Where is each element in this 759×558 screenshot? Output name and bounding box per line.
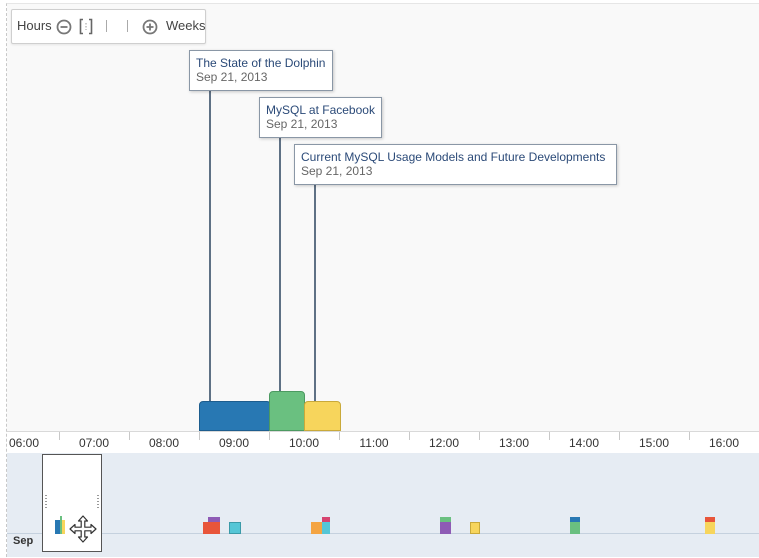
leader-line [314, 184, 316, 401]
axis-label: 11:00 [359, 436, 389, 450]
axis-tick [479, 432, 480, 440]
axis-tick [619, 432, 620, 440]
move-cursor-icon [69, 515, 97, 548]
axis-tick [549, 432, 550, 440]
axis-tick [269, 432, 270, 440]
axis-label: 12:00 [428, 436, 460, 450]
leader-line [279, 137, 281, 391]
overview-marker [440, 522, 451, 534]
overview-marker [570, 517, 580, 522]
axis-tick [409, 432, 410, 440]
axis-label: 15:00 [638, 436, 670, 450]
axis-label: 07:00 [78, 436, 110, 450]
overview-marker [570, 522, 580, 534]
overview-marker [55, 520, 60, 534]
event-date: Sep 21, 2013 [196, 70, 268, 84]
overview-marker [322, 522, 330, 534]
overview-visible-window[interactable] [42, 454, 102, 552]
event-callout-state-of-dolphin[interactable]: The State of the Dolphin Sep 21, 2013 [189, 50, 333, 91]
axis-tick [59, 432, 60, 440]
overview-baseline [7, 533, 759, 534]
event-title[interactable]: Current MySQL Usage Models and Future De… [301, 150, 606, 164]
overview-band[interactable]: Sep [7, 453, 759, 557]
axis-tick [129, 432, 130, 440]
event-bar-mysql-at-facebook[interactable] [269, 391, 305, 431]
event-title[interactable]: The State of the Dolphin [196, 56, 326, 70]
axis-label: 16:00 [708, 436, 740, 450]
zoom-level-divider [127, 20, 129, 32]
overview-month-label: Sep [13, 535, 34, 547]
event-bar-state-of-dolphin[interactable] [199, 401, 271, 431]
window-right-grip[interactable] [97, 495, 99, 509]
event-date: Sep 21, 2013 [301, 164, 373, 178]
time-axis: 06:00 07:00 08:00 09:00 10:00 11:00 12:0… [7, 431, 759, 454]
axis-label: 10:00 [288, 436, 320, 450]
axis-label: 06:00 [8, 436, 40, 450]
timeline-canvas[interactable]: The State of the Dolphin Sep 21, 2013 My… [7, 4, 759, 431]
event-date: Sep 21, 2013 [266, 117, 338, 131]
axis-label: 13:00 [498, 436, 530, 450]
axis-tick [339, 432, 340, 440]
window-left-grip[interactable] [45, 495, 47, 509]
zoom-weeks-label[interactable]: Weeks [166, 18, 206, 33]
event-title[interactable]: MySQL at Facebook [266, 103, 375, 117]
leader-line [209, 90, 211, 402]
axis-label: 08:00 [148, 436, 180, 450]
overview-marker [208, 517, 220, 522]
overview-marker [229, 522, 241, 534]
minus-circle-icon[interactable] [56, 19, 72, 35]
zoom-level-divider [106, 20, 108, 32]
axis-tick [199, 432, 200, 440]
overview-marker [322, 517, 330, 522]
overview-marker [705, 517, 715, 522]
zoom-hours-label[interactable]: Hours [17, 18, 52, 33]
overview-marker [440, 517, 451, 522]
axis-tick [689, 432, 690, 440]
timeline[interactable]: The State of the Dolphin Sep 21, 2013 My… [6, 3, 759, 557]
zoom-control: Hours Weeks [11, 9, 206, 44]
overview-marker [203, 522, 220, 534]
plus-circle-icon[interactable] [142, 19, 158, 35]
axis-label: 14:00 [568, 436, 600, 450]
axis-label: 09:00 [218, 436, 250, 450]
overview-marker [470, 522, 480, 534]
overview-marker [60, 516, 62, 534]
overview-marker [311, 522, 322, 534]
bracket-fit-icon[interactable] [79, 18, 93, 35]
event-bar-mysql-usage-models[interactable] [304, 401, 341, 431]
event-callout-mysql-usage-models[interactable]: Current MySQL Usage Models and Future De… [294, 144, 617, 185]
event-callout-mysql-at-facebook[interactable]: MySQL at Facebook Sep 21, 2013 [259, 97, 382, 138]
overview-marker [62, 520, 65, 534]
overview-marker [705, 522, 715, 534]
